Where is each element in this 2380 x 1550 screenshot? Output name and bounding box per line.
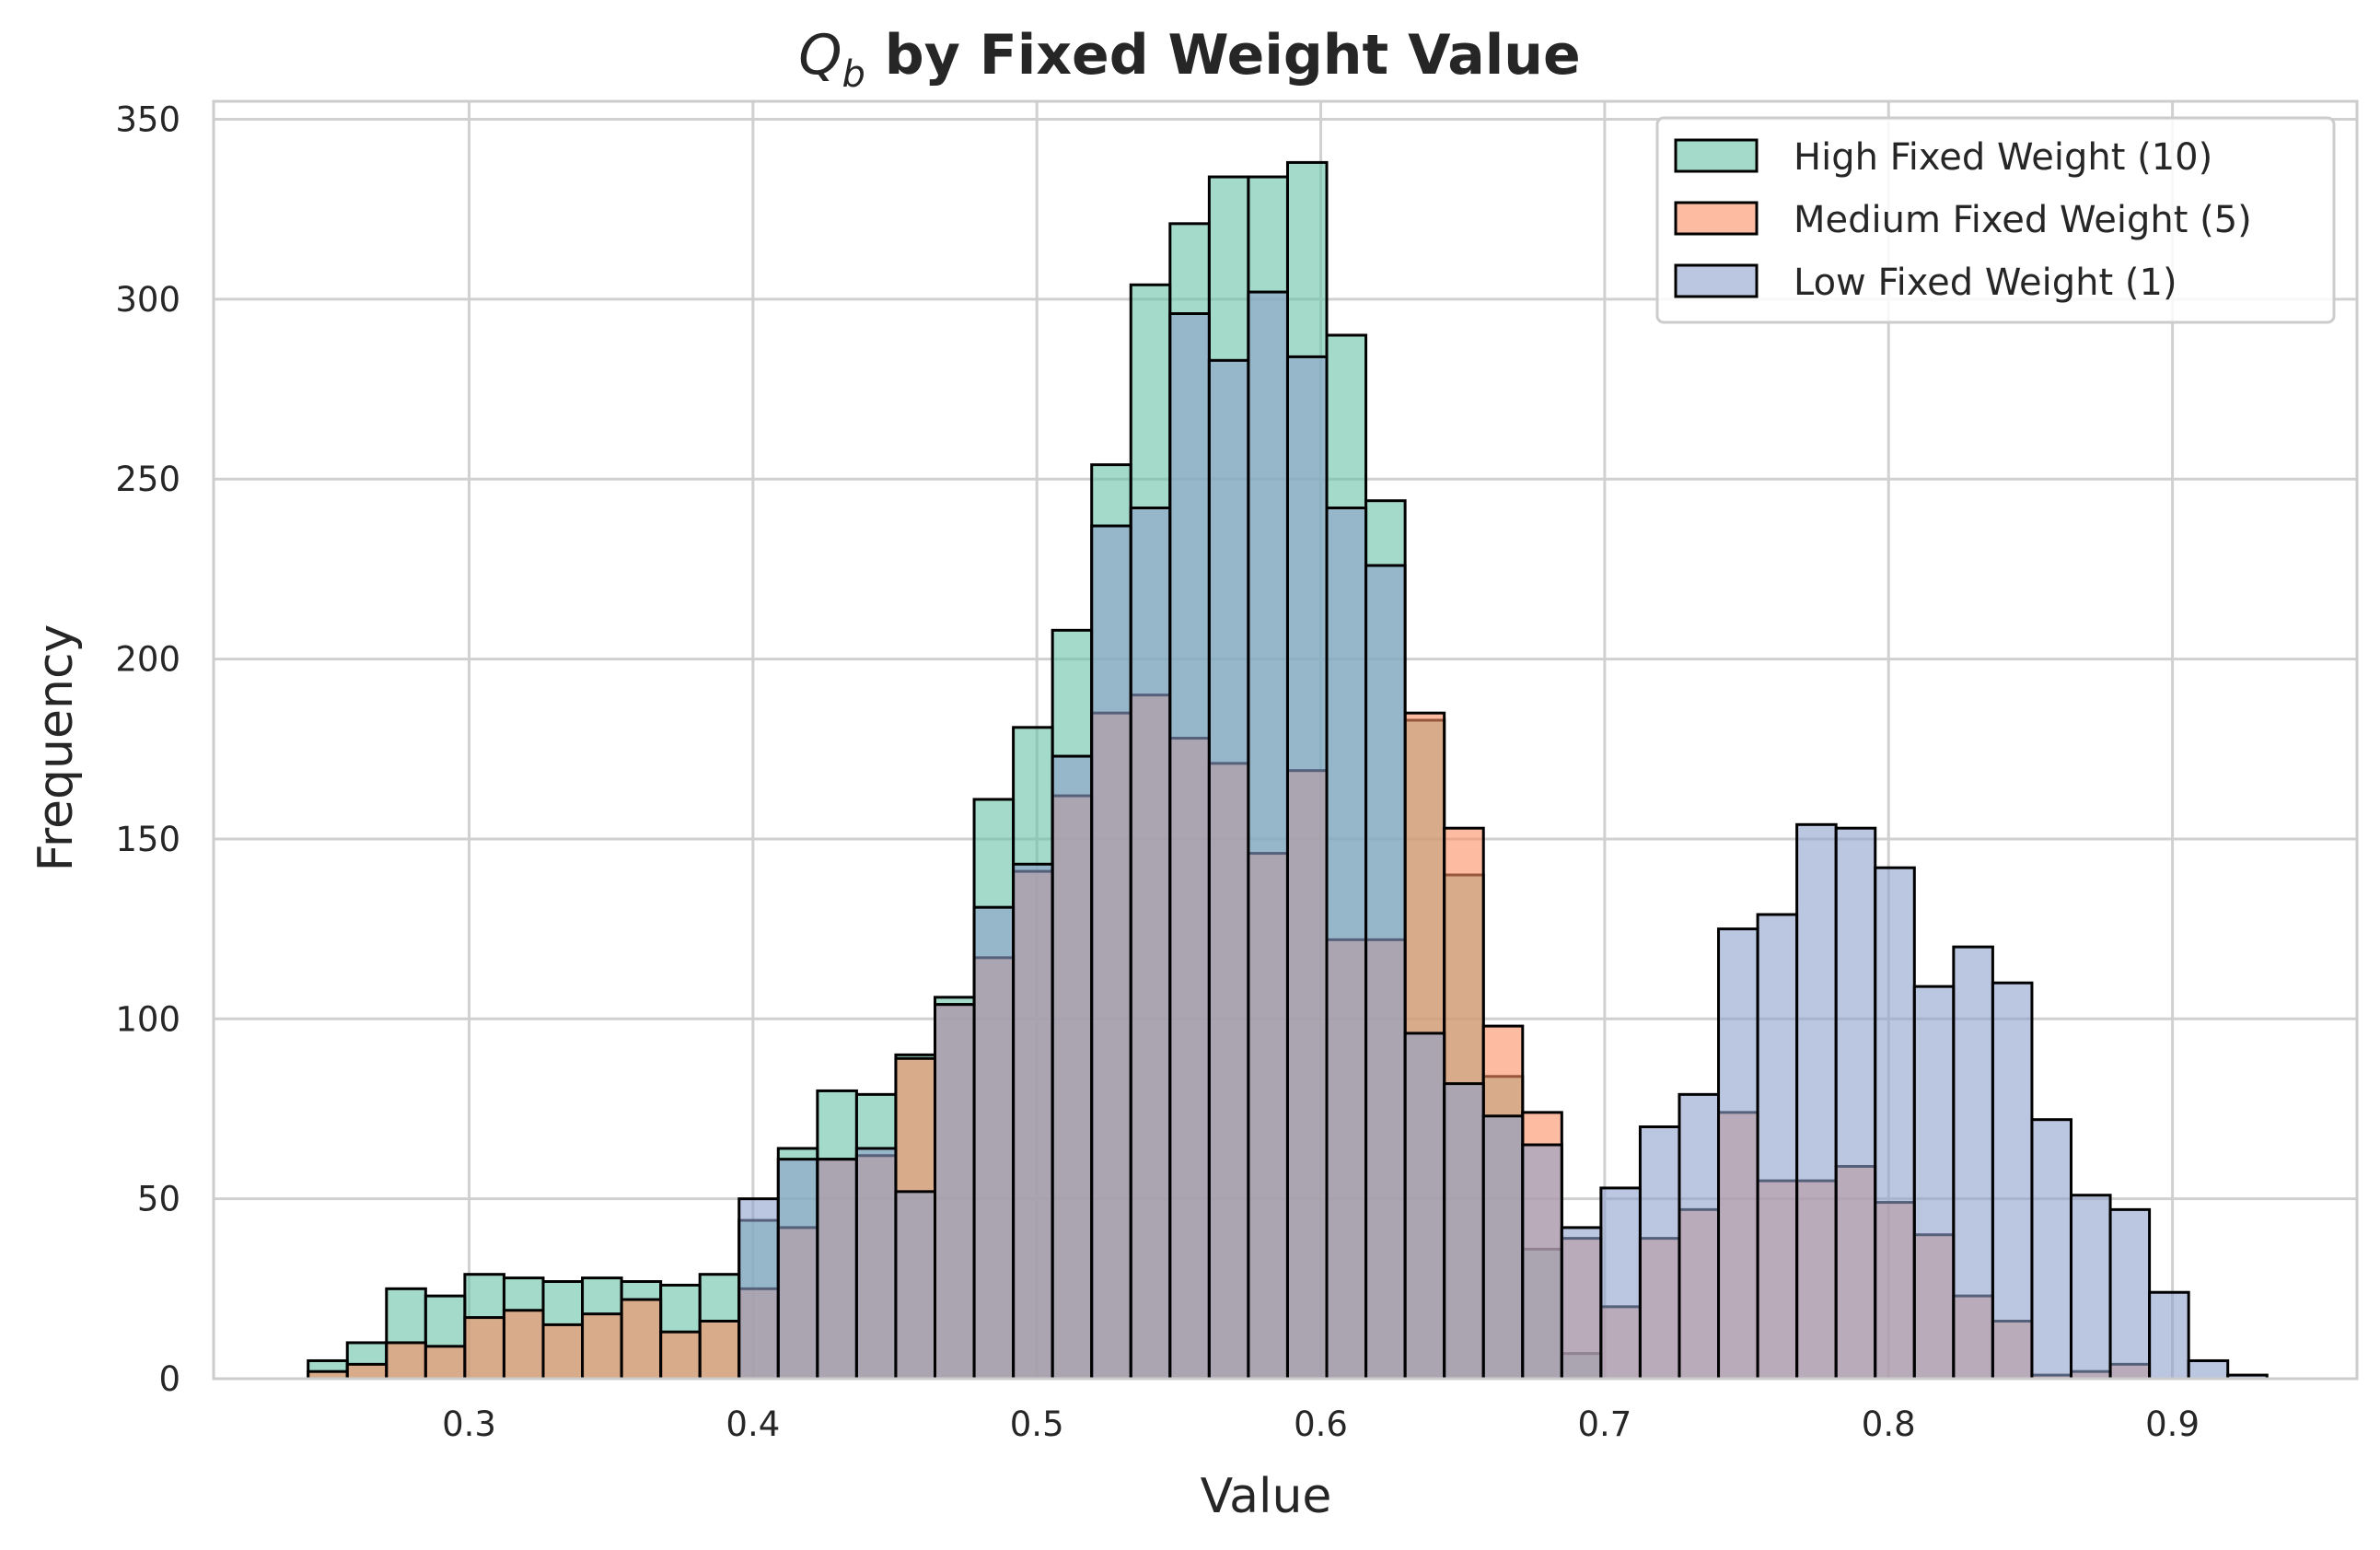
y-axis-label: Frequency [29,624,84,872]
histogram-bar [1012,862,1054,1381]
histogram-bar [541,1323,585,1381]
axes-frame [212,99,2359,1381]
histogram-bar [1168,312,1211,1381]
legend-box [1655,116,2336,324]
histogram-bar [972,905,1016,1381]
histogram-bar [581,1312,623,1381]
histogram-bar [1795,822,1838,1381]
x-tick-label: 0.9 [2145,1404,2200,1444]
tick-labels: 0.3 0.4 0.5 0.6 0.7 0.8 0.9 0 50 100 150 200 250 300 3… [115,100,2200,1444]
title-rest: by Fixed Weight Value [865,23,1581,87]
legend: High Fixed Weight (10) Medium Fixed Weigh… [1655,116,2336,324]
histogram-bar [2069,1194,2112,1381]
histogram-bar [1285,355,1329,1381]
histogram-bar [776,1158,819,1381]
x-tick-label: 0.8 [1862,1404,1916,1444]
x-axis-label: Value [1201,1469,1332,1524]
histogram-bar [1207,358,1250,1381]
histogram-bar [620,1298,663,1381]
legend-swatch [1674,201,1759,236]
series-3-bars [737,290,2269,1381]
legend-label: Low Fixed Weight (1) [1794,262,2177,304]
histogram-bar [894,1190,937,1381]
histogram-bar [1403,1031,1446,1381]
legend-item: Low Fixed Weight (1) [1674,262,2177,304]
histogram-bar [1834,826,1877,1381]
y-tick-label: 100 [115,999,180,1039]
histogram-bar [1247,290,1289,1381]
histogram-bar [1481,1114,1525,1381]
histogram-bar [1364,564,1407,1381]
histogram-bar [1443,1082,1485,1381]
title-symbol: Q [798,23,842,87]
histogram-bar [1599,1186,1642,1381]
histogram-bar [2108,1207,2152,1381]
histogram-bar [816,1158,858,1381]
histogram-bar [1874,866,1916,1381]
histogram-bar [1756,913,1799,1381]
legend-item: High Fixed Weight (10) [1674,136,2212,179]
histogram-bar [1090,524,1132,1381]
histogram-bar [659,1330,702,1381]
y-tick-label: 250 [115,460,180,499]
histogram-bar [2148,1290,2190,1381]
histogram-bar [1638,1125,1681,1381]
histogram-bar [1051,754,1094,1381]
histogram-bar [1325,506,1368,1381]
histogram-bar [345,1362,389,1381]
y-tick-label: 0 [158,1359,180,1399]
x-tick-label: 0.4 [726,1404,780,1444]
x-tick-label: 0.6 [1294,1404,1348,1444]
histogram-bar [1129,506,1172,1381]
histogram-bar [1991,981,2034,1381]
histogram-bar [2187,1358,2230,1381]
histogram-bar [385,1341,427,1381]
legend-item: Medium Fixed Weight (5) [1674,199,2252,241]
histogram-bar [502,1309,545,1381]
legend-swatch [1674,138,1759,173]
histogram-bar [1952,945,1994,1381]
histogram-bar [1717,927,1759,1381]
histogram-bar [424,1345,467,1381]
histogram-bar [854,1147,898,1381]
legend-label: Medium Fixed Weight (5) [1794,199,2252,241]
histogram-bar [698,1319,741,1381]
histogram-bar [2030,1118,2072,1381]
plot-border [212,99,2359,1381]
histogram-bar [737,1197,780,1381]
histogram-bar [1521,1143,1563,1381]
x-tick-label: 0.3 [442,1404,496,1444]
y-tick-label: 300 [115,280,180,320]
histogram-bar [1678,1092,1721,1381]
y-tick-label: 150 [115,820,180,859]
legend-swatch [1674,263,1759,298]
histogram-bar [934,1003,976,1381]
x-tick-label: 0.7 [1577,1404,1631,1444]
y-tick-label: 350 [115,100,180,140]
y-tick-label: 200 [115,640,180,680]
histogram-bar [1912,985,1956,1381]
histogram-bar [1560,1226,1603,1381]
x-tick-label: 0.5 [1010,1404,1064,1444]
title-subscript: b [842,53,865,96]
y-tick-label: 50 [137,1180,180,1219]
chart-title: Qb by Fixed Weight Value [798,23,1580,96]
histogram-bar [463,1316,505,1381]
legend-label: High Fixed Weight (10) [1794,136,2212,179]
